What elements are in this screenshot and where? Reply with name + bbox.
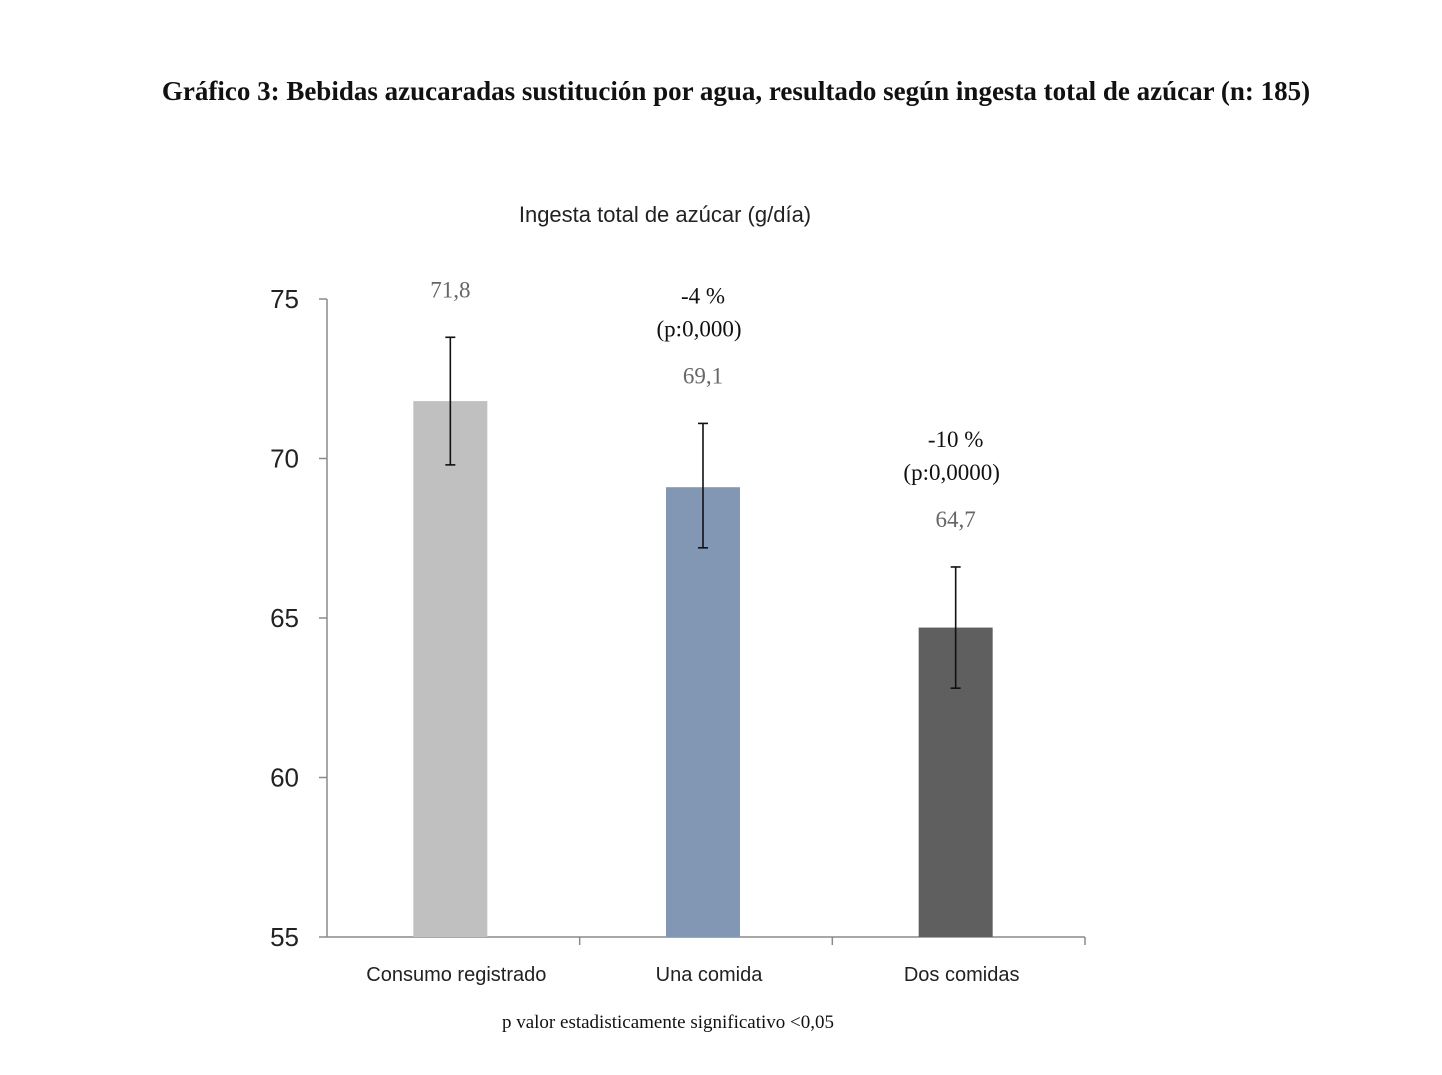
x-tick-label: Una comida — [656, 964, 764, 986]
plot-area: 75 70 65 60 55 71,8 Consumo registrado 69,1 Una … — [270, 277, 1086, 986]
data-label: 69,1 — [683, 363, 723, 388]
chart-title: Ingesta total de azúcar (g/día) — [519, 202, 811, 227]
p-value-annotation: (p:0,0000) — [903, 460, 999, 485]
y-tick-label: 70 — [270, 444, 299, 474]
footnote: p valor estadisticamente significativo <… — [502, 1012, 834, 1033]
x-tick-label: Dos comidas — [904, 964, 1020, 986]
y-tick-label: 60 — [270, 763, 299, 793]
x-tick-label: Consumo registrado — [366, 964, 546, 986]
figure-title: Gráfico 3: Bebidas azucaradas sustitució… — [161, 76, 1311, 106]
y-tick-label: 75 — [270, 284, 299, 314]
y-tick-label: 65 — [270, 603, 299, 633]
change-annotation: -4 % — [681, 283, 725, 308]
data-label: 71,8 — [430, 277, 470, 302]
y-tick-label: 55 — [270, 922, 299, 952]
data-label: 64,7 — [936, 507, 976, 532]
change-annotation: -10 % — [928, 427, 984, 452]
bar — [666, 487, 740, 937]
p-value-annotation: (p:0,000) — [657, 316, 742, 341]
bar — [413, 401, 488, 938]
